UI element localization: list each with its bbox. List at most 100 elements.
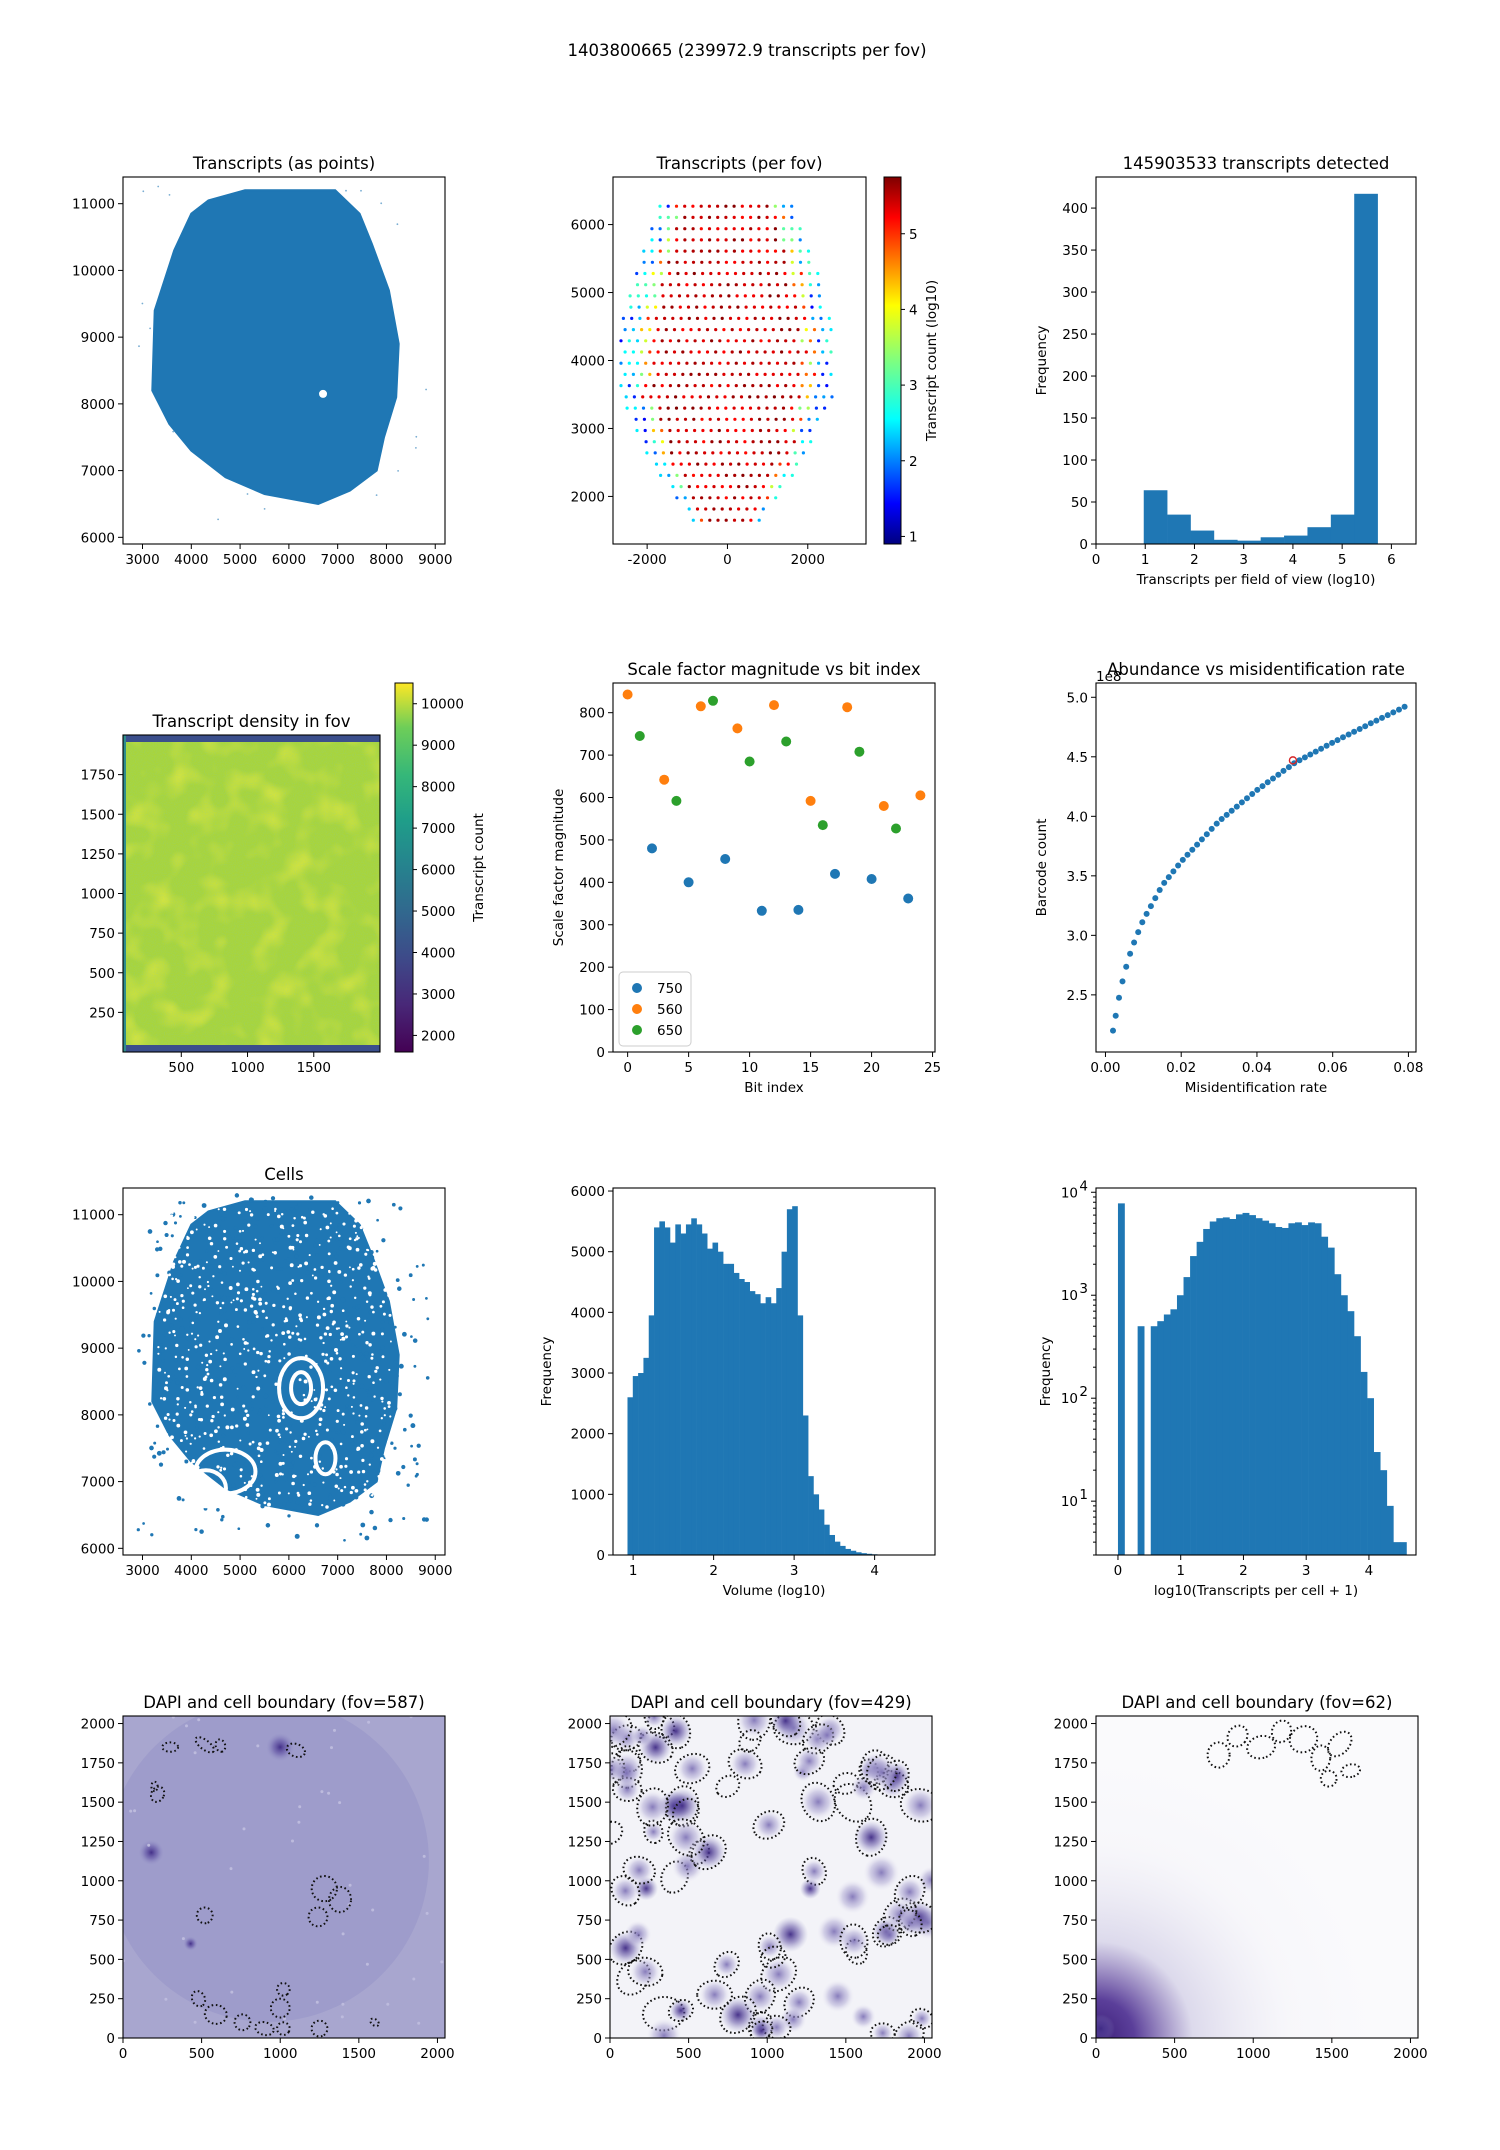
- point: [219, 1216, 224, 1221]
- cell-boundary: [369, 2017, 380, 2028]
- point: [212, 1455, 217, 1460]
- dapi-speck: [297, 1820, 301, 1824]
- point: [289, 1207, 294, 1211]
- fov-point: [658, 406, 662, 410]
- gap: [318, 1417, 323, 1422]
- point: [280, 1345, 285, 1350]
- gap: [306, 1473, 310, 1476]
- fov-point: [823, 406, 827, 410]
- gap: [378, 1429, 382, 1433]
- gap: [368, 1343, 372, 1347]
- gap: [348, 1212, 351, 1215]
- fov-point: [757, 238, 761, 242]
- fov-point: [664, 372, 668, 376]
- gap: [184, 1366, 189, 1371]
- dapi-speck: [371, 1908, 375, 1912]
- point: [325, 1466, 330, 1470]
- gap: [371, 1331, 376, 1336]
- histogram-bar: [1157, 1321, 1165, 1555]
- gap: [260, 1285, 263, 1288]
- barcode-point: [1259, 783, 1266, 790]
- point: [217, 1420, 221, 1424]
- gap: [334, 1484, 339, 1489]
- gap: [341, 1336, 346, 1341]
- dapi-speck: [197, 1718, 201, 1722]
- dapi-speck: [412, 1977, 416, 1981]
- x-tick-label: 500: [1162, 2046, 1188, 2062]
- cell-boundary: [195, 1906, 214, 1925]
- fov-point: [782, 215, 786, 219]
- barcode-point: [1170, 868, 1177, 875]
- point: [201, 1203, 207, 1208]
- y-tick-label: 750: [1062, 1913, 1088, 1929]
- point: [270, 1422, 275, 1427]
- fov-point: [662, 305, 666, 309]
- gap: [184, 1434, 187, 1437]
- dapi-fov-62-panel: 0 500 1000 1500 2000025050075010001250150017…: [1054, 1693, 1428, 2062]
- barcode-point: [1301, 754, 1308, 761]
- point: [413, 1364, 417, 1368]
- point: [150, 1533, 154, 1537]
- point: [364, 1535, 370, 1541]
- point: [373, 1302, 379, 1307]
- gap: [223, 1357, 227, 1362]
- fov-point: [724, 215, 728, 219]
- barcode-point: [1156, 887, 1163, 893]
- colorbar-tick-label: 9000: [421, 738, 455, 754]
- cell-boundary: [610, 1820, 624, 1846]
- fov-point: [757, 260, 762, 264]
- barcode-point: [1285, 764, 1292, 771]
- fov-point: [700, 417, 704, 421]
- barcode-point: [1223, 811, 1230, 818]
- gap: [319, 1407, 323, 1411]
- point: [250, 1401, 254, 1405]
- point: [246, 493, 249, 495]
- gap: [337, 1487, 340, 1490]
- point: [230, 1483, 236, 1489]
- gap: [356, 1448, 360, 1451]
- barcode-point: [1254, 786, 1261, 793]
- point: [313, 1243, 318, 1248]
- gap: [226, 1453, 230, 1458]
- gap: [388, 1437, 392, 1441]
- gap: [294, 1292, 297, 1295]
- fov-point: [641, 406, 646, 410]
- point: [359, 1532, 363, 1536]
- cell-boundaries: [1206, 1719, 1362, 1788]
- fov-point: [794, 316, 798, 320]
- cell-boundary: [161, 1741, 180, 1753]
- colorbar-tick-label: 5: [909, 227, 918, 243]
- gap: [164, 1371, 166, 1374]
- fov-point: [740, 204, 744, 208]
- fov-point: [804, 372, 808, 376]
- histogram-bar: [1321, 1236, 1329, 1555]
- point: [375, 1249, 379, 1253]
- fov-point: [724, 260, 729, 264]
- x-tick-label: 7000: [320, 1563, 354, 1579]
- dapi-nucleus: [676, 1753, 708, 1785]
- gap: [271, 1251, 274, 1254]
- cell-boundary: [769, 1716, 802, 1738]
- fov-point: [799, 417, 803, 421]
- x-axis-label: log10(Transcripts per cell + 1): [1154, 1583, 1358, 1599]
- fov-point: [671, 316, 675, 320]
- point: [337, 1223, 342, 1228]
- y-tick-label: 50: [1071, 495, 1088, 511]
- y-tick-label: 200: [579, 960, 605, 976]
- axes-frame: [609, 1715, 933, 2039]
- cell-boundary: [233, 2013, 252, 2032]
- point: [230, 1366, 235, 1371]
- gap: [222, 1467, 227, 1471]
- gap: [367, 1249, 370, 1252]
- gap: [238, 1249, 242, 1253]
- gap: [204, 1375, 208, 1379]
- fov-point: [757, 406, 761, 410]
- fov-point: [741, 496, 745, 500]
- point: [369, 1369, 374, 1374]
- gap: [379, 1304, 383, 1308]
- x-axis-label: Transcripts per field of view (log10): [1136, 572, 1376, 588]
- dapi-speck: [256, 1744, 260, 1748]
- point: [233, 1415, 236, 1419]
- gap: [274, 1207, 277, 1211]
- colorbar-tick-label: 7000: [421, 821, 455, 837]
